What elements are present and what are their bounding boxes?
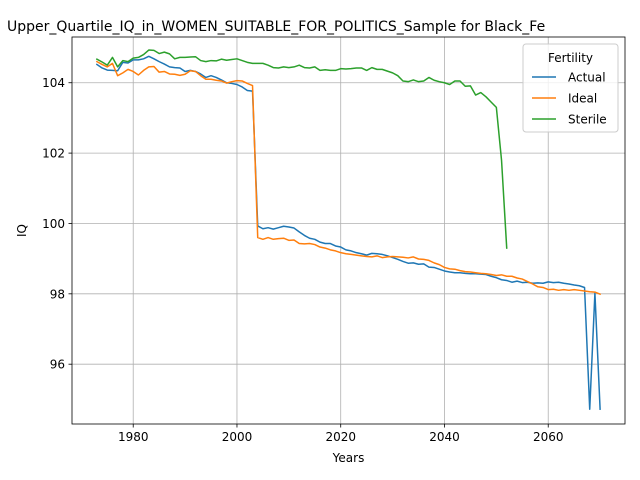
legend-items: Actual Ideal Sterile	[532, 71, 607, 127]
x-axis-ticks: 1980 2000 2020 2040 2060	[118, 424, 564, 444]
legend-title: Fertility	[548, 51, 593, 65]
y-tick-label: 102	[42, 147, 65, 161]
x-tick-label: 2000	[222, 430, 253, 444]
series-line-actual	[95, 55, 601, 411]
y-axis-label: IQ	[15, 224, 29, 237]
x-tick-label: 1980	[118, 430, 149, 444]
y-tick-label: 100	[42, 217, 65, 231]
x-axis-label: Years	[332, 451, 365, 465]
legend-box	[522, 43, 619, 133]
y-tick-label: 96	[50, 358, 65, 372]
y-tick-label: 104	[42, 76, 65, 90]
legend-label-sterile: Sterile	[568, 113, 607, 127]
y-axis-ticks: 96 98 100 102 104	[42, 76, 72, 372]
legend-label-ideal: Ideal	[568, 92, 597, 106]
series-line-sterile	[95, 49, 508, 249]
series-lines	[95, 49, 602, 411]
x-tick-label: 2060	[533, 430, 564, 444]
axes-frame	[71, 36, 626, 425]
x-tick-label: 2040	[429, 430, 460, 444]
legend-label-actual: Actual	[568, 71, 606, 85]
legend: Fertility Actual Ideal Sterile	[522, 43, 619, 133]
series-line-ideal	[95, 60, 602, 296]
chart-title: Upper_Quartile_IQ_in_WOMEN_SUITABLE_FOR_…	[7, 19, 545, 35]
y-tick-label: 98	[50, 287, 65, 301]
x-tick-label: 2020	[325, 430, 356, 444]
